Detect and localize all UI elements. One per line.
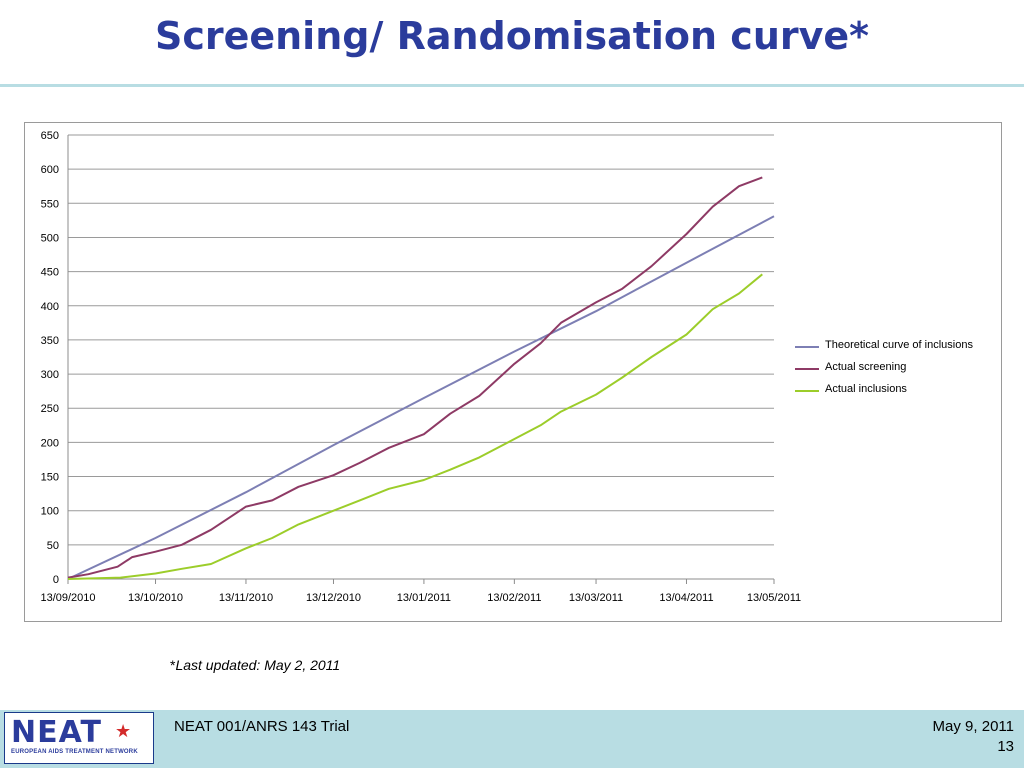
logo-text: NEAT — [11, 715, 102, 750]
x-tick-label: 13/01/2011 — [397, 592, 451, 604]
x-tick-label: 13/05/2011 — [747, 592, 801, 604]
series-line-0 — [67, 215, 775, 580]
legend-label: Theoretical curve of inclusions — [825, 339, 973, 351]
series-line-1 — [67, 176, 763, 579]
y-tick-label: 650 — [41, 130, 59, 142]
x-tick-label: 13/10/2010 — [128, 592, 183, 604]
legend-swatch — [795, 368, 819, 370]
x-tick-label: 13/12/2010 — [306, 592, 361, 604]
y-tick-label: 550 — [41, 198, 59, 210]
footnote: *Last updated: May 2, 2011 — [170, 657, 340, 673]
legend-label: Actual inclusions — [825, 383, 907, 395]
y-tick-label: 300 — [41, 369, 59, 381]
footnote-text: Last updated: May 2, 2011 — [175, 657, 341, 673]
y-tick-label: 50 — [47, 540, 59, 552]
y-tick-label: 400 — [41, 301, 59, 313]
slide-title: Screening/ Randomisation curve* — [154, 14, 870, 58]
legend-label: Actual screening — [825, 361, 907, 373]
line-chart: 0 50 100 150 200 250 300 350 400 450 500 550 600 650 1… — [40, 130, 801, 604]
y-tick-label: 100 — [41, 506, 59, 518]
x-tick-label: 13/04/2011 — [659, 592, 713, 604]
logo-star-icon: ★ — [115, 721, 132, 741]
y-tick-label: 200 — [41, 437, 59, 449]
x-tick-label: 13/09/2010 — [40, 592, 95, 604]
y-tick-label: 450 — [41, 267, 59, 279]
x-tick-label: 13/03/2011 — [569, 592, 623, 604]
y-tick-label: 500 — [41, 232, 59, 244]
page-number: 13 — [997, 738, 1014, 755]
legend-swatch — [795, 346, 819, 348]
y-tick-label: 0 — [53, 574, 59, 586]
neat-logo: NEAT ★ EUROPEAN AIDS TREATMENT NETWORK — [4, 712, 154, 764]
y-tick-label: 250 — [41, 403, 59, 415]
footer-date: May 9, 2011 — [932, 718, 1014, 735]
footnote-star: * — [170, 657, 176, 673]
title-divider — [0, 84, 1024, 87]
logo-subtitle: EUROPEAN AIDS TREATMENT NETWORK — [11, 749, 138, 755]
x-tick-label: 13/11/2010 — [219, 592, 273, 604]
y-tick-label: 600 — [41, 164, 59, 176]
y-tick-label: 150 — [41, 472, 59, 484]
trial-name: NEAT 001/ANRS 143 Trial — [174, 718, 350, 735]
y-tick-label: 350 — [41, 335, 59, 347]
legend-swatch — [795, 390, 819, 392]
series-line-2 — [67, 273, 763, 580]
x-tick-label: 13/02/2011 — [487, 592, 541, 604]
footer-band: NEAT ★ EUROPEAN AIDS TREATMENT NETWORK N… — [0, 710, 1024, 768]
chart-area: 0 50 100 150 200 250 300 350 400 450 500 550 600 650 1… — [24, 122, 1002, 622]
